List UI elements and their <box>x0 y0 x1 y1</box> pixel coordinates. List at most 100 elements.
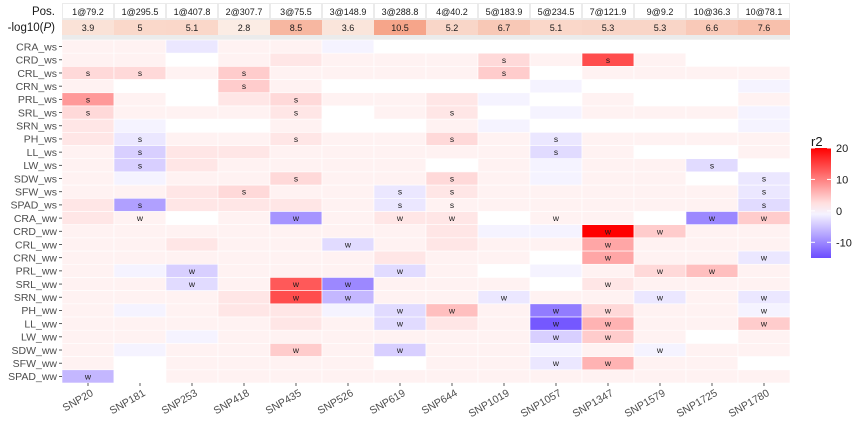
legend-tick-label: -10 <box>836 237 852 249</box>
heatmap-cell <box>477 158 531 173</box>
heatmap-cell <box>425 343 479 357</box>
heatmap-cell <box>633 329 687 344</box>
heatmap-cell <box>633 39 687 54</box>
position-header-cell <box>687 4 737 18</box>
heatmap-cell <box>477 224 531 239</box>
logp-header-label: -log10(P) <box>8 22 55 34</box>
logp-header-text: 6.6 <box>706 23 719 33</box>
logp-header-cell <box>62 20 114 35</box>
logp-header-cell <box>634 20 686 35</box>
heatmap-cell <box>113 369 167 384</box>
heatmap-cell <box>113 224 167 239</box>
heatmap-cell <box>633 277 687 291</box>
heatmap-cell <box>477 198 531 212</box>
heatmap-cell <box>165 329 219 344</box>
heatmap-cell <box>737 145 791 160</box>
heatmap-cell <box>321 356 375 371</box>
logp-header-cell <box>530 20 582 35</box>
heatmap-cell <box>633 316 687 331</box>
heatmap-cell <box>737 52 791 67</box>
heatmap-cell <box>165 105 219 120</box>
row-label: SRN_ws <box>16 121 57 133</box>
cell-significance-mark: s <box>138 68 142 78</box>
position-header-text: 9@9.2 <box>647 7 674 17</box>
heatmap-cell <box>581 211 635 225</box>
heatmap-cell <box>737 132 791 146</box>
heatmap-cell <box>217 145 271 160</box>
heatmap-cell <box>165 158 219 173</box>
heatmap-cell <box>61 343 115 357</box>
heatmap-cell <box>477 79 531 94</box>
heatmap-cell <box>477 250 531 265</box>
heatmap-cell <box>737 92 791 107</box>
heatmap-cell <box>61 184 115 199</box>
heatmap-cell <box>529 92 583 107</box>
legend-title: r2 <box>811 134 823 149</box>
heatmap-cell <box>633 211 687 225</box>
logp-header-cell <box>322 20 374 35</box>
heatmap-cell <box>685 92 739 107</box>
heatmap-cell <box>61 303 115 318</box>
heatmap-cell <box>165 118 219 133</box>
cell-significance-mark: w <box>188 266 196 276</box>
logp-header-text: 8.5 <box>290 23 303 33</box>
heatmap-cell <box>581 198 635 212</box>
heatmap-cell <box>217 171 271 186</box>
cell-significance-mark: s <box>294 108 298 118</box>
heatmap-cell <box>113 105 167 120</box>
cell-significance-mark: w <box>500 292 508 302</box>
heatmap-cell <box>217 343 271 357</box>
heatmap-cell <box>685 132 739 146</box>
heatmap-cell <box>529 277 583 291</box>
heatmap-cell <box>581 132 635 146</box>
heatmap-cell <box>373 356 427 371</box>
heatmap-cell <box>685 66 739 80</box>
logp-label-italic: P <box>43 22 51 34</box>
logp-header-cell <box>478 20 530 35</box>
heatmap-cell <box>425 263 479 278</box>
heatmap-cell <box>581 39 635 54</box>
heatmap-cell <box>165 316 219 331</box>
heatmap-cell <box>685 224 739 239</box>
heatmap-cell <box>685 52 739 67</box>
heatmap-cell <box>425 52 479 67</box>
cell-significance-mark: w <box>292 345 300 355</box>
heatmap-cell <box>165 184 219 199</box>
heatmap-cell <box>321 198 375 212</box>
heatmap-cell <box>477 118 531 133</box>
cell-significance-mark: s <box>294 134 298 144</box>
heatmap-cell <box>477 211 531 225</box>
heatmap-cell <box>61 198 115 212</box>
heatmap-cell <box>737 343 791 357</box>
heatmap-cell <box>373 224 427 239</box>
heatmap-cell <box>633 158 687 173</box>
heatmap-cell <box>685 118 739 133</box>
cell-significance-mark: s <box>242 81 246 91</box>
heatmap-cell <box>529 39 583 54</box>
cell-significance-mark: w <box>552 305 560 315</box>
heatmap-cell <box>477 92 531 107</box>
heatmap-cell <box>269 79 323 94</box>
heatmap-cell <box>633 118 687 133</box>
heatmap-cell <box>685 303 739 318</box>
heatmap-cell <box>425 224 479 239</box>
heatmap-cell <box>373 369 427 384</box>
heatmap-cell <box>165 343 219 357</box>
heatmap-cell <box>633 92 687 107</box>
cell-significance-mark: w <box>708 266 716 276</box>
heatmap-cell <box>61 237 115 252</box>
heatmap-cell <box>425 145 479 160</box>
heatmap-cell <box>633 145 687 160</box>
position-header-cell <box>583 4 633 18</box>
heatmap-cell <box>269 329 323 344</box>
heatmap-cell <box>425 118 479 133</box>
heatmap-cell <box>477 171 531 186</box>
row-label: PH_ww <box>21 305 57 317</box>
heatmap-cell <box>373 79 427 94</box>
heatmap-cell <box>165 79 219 94</box>
heatmap-cell <box>529 52 583 67</box>
heatmap-cell <box>581 343 635 357</box>
logp-header-text: 5 <box>137 23 142 33</box>
heatmap-cell <box>477 237 531 252</box>
